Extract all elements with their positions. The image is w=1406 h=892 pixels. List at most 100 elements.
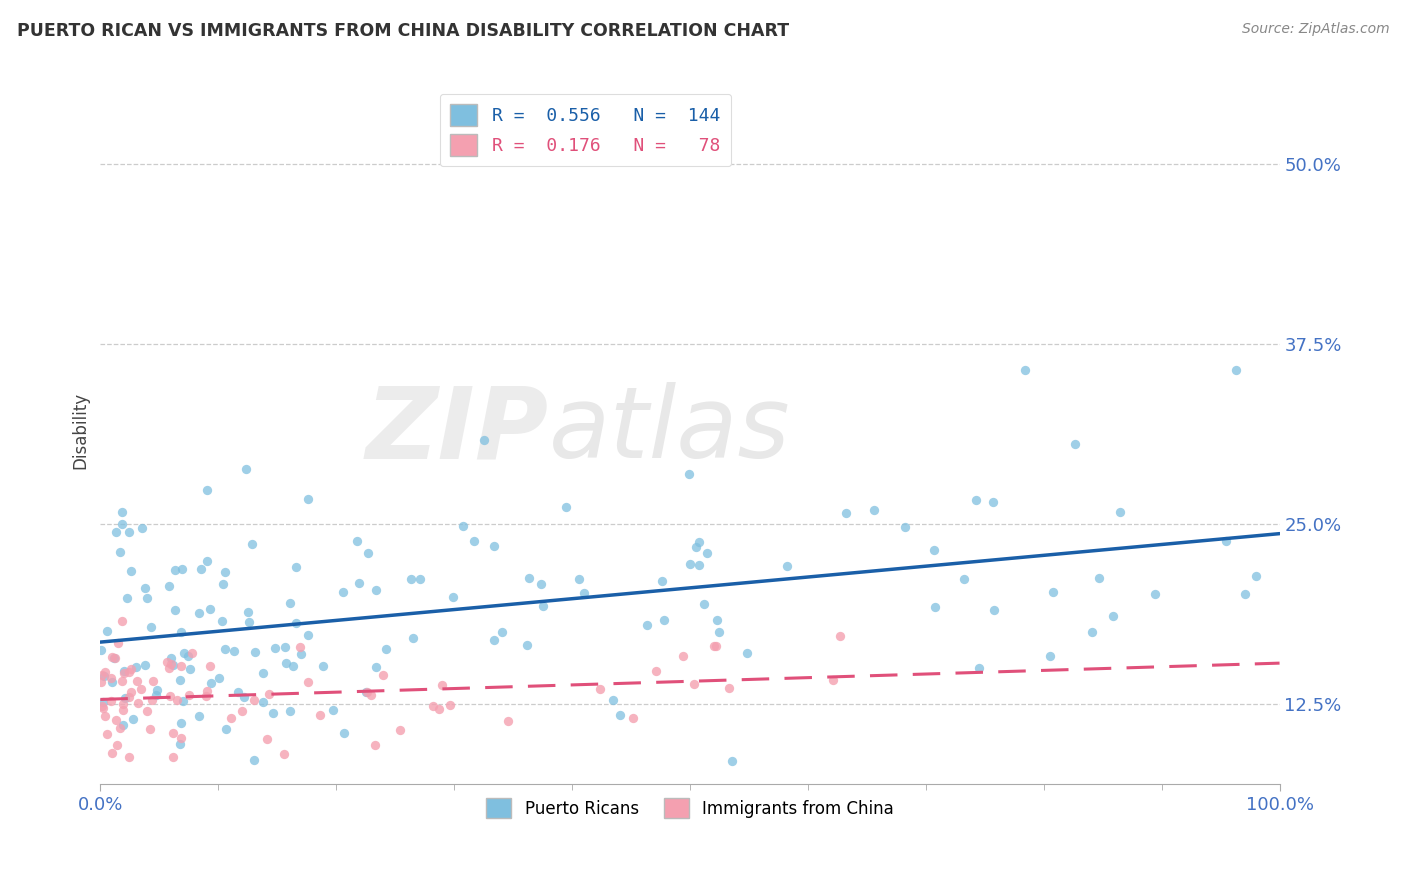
- Point: [127, 696, 149, 710]
- Point: [1215, 534, 1237, 549]
- Point: [374, 641, 396, 656]
- Point: [706, 613, 728, 627]
- Point: [1244, 569, 1267, 583]
- Point: [120, 565, 142, 579]
- Point: [222, 644, 245, 658]
- Point: [162, 725, 184, 739]
- Point: [101, 746, 124, 760]
- Point: [530, 576, 553, 591]
- Point: [90, 643, 112, 657]
- Point: [118, 749, 141, 764]
- Point: [322, 702, 344, 716]
- Point: [312, 659, 335, 673]
- Point: [118, 665, 141, 679]
- Point: [402, 631, 425, 645]
- Point: [354, 685, 377, 699]
- Point: [721, 754, 744, 768]
- Legend: Puerto Ricans, Immigrants from China: Puerto Ricans, Immigrants from China: [479, 791, 900, 825]
- Point: [257, 687, 280, 701]
- Point: [645, 664, 668, 678]
- Point: [177, 649, 200, 664]
- Point: [679, 557, 702, 571]
- Point: [118, 690, 141, 705]
- Point: [94, 708, 117, 723]
- Point: [297, 675, 319, 690]
- Point: [141, 620, 163, 634]
- Point: [965, 493, 987, 508]
- Point: [983, 602, 1005, 616]
- Point: [309, 708, 332, 723]
- Point: [371, 668, 394, 682]
- Point: [215, 722, 238, 736]
- Point: [285, 560, 308, 574]
- Point: [496, 714, 519, 728]
- Text: PUERTO RICAN VS IMMIGRANTS FROM CHINA DISABILITY CORRELATION CHART: PUERTO RICAN VS IMMIGRANTS FROM CHINA DI…: [17, 22, 789, 40]
- Point: [737, 646, 759, 660]
- Point: [90, 674, 112, 689]
- Point: [231, 704, 253, 718]
- Point: [482, 539, 505, 553]
- Point: [112, 664, 135, 678]
- Point: [160, 657, 183, 671]
- Point: [104, 713, 127, 727]
- Point: [441, 591, 464, 605]
- Point: [108, 721, 131, 735]
- Point: [568, 572, 591, 586]
- Point: [160, 650, 183, 665]
- Point: [672, 649, 695, 664]
- Point: [621, 711, 644, 725]
- Point: [688, 558, 710, 572]
- Point: [135, 591, 157, 605]
- Point: [136, 704, 159, 718]
- Point: [112, 697, 135, 711]
- Point: [188, 607, 211, 621]
- Point: [181, 646, 204, 660]
- Point: [111, 674, 134, 689]
- Point: [211, 614, 233, 628]
- Point: [120, 685, 142, 699]
- Text: atlas: atlas: [548, 382, 790, 479]
- Point: [366, 660, 388, 674]
- Point: [654, 613, 676, 627]
- Point: [94, 665, 117, 679]
- Point: [332, 585, 354, 599]
- Point: [179, 662, 201, 676]
- Point: [131, 521, 153, 535]
- Point: [141, 693, 163, 707]
- Point: [981, 495, 1004, 509]
- Point: [235, 462, 257, 476]
- Point: [484, 632, 506, 647]
- Point: [280, 596, 302, 610]
- Point: [517, 571, 540, 585]
- Point: [101, 650, 124, 665]
- Point: [776, 559, 799, 574]
- Point: [145, 689, 167, 703]
- Point: [200, 676, 222, 690]
- Point: [243, 753, 266, 767]
- Point: [100, 671, 122, 685]
- Point: [195, 483, 218, 497]
- Point: [704, 639, 727, 653]
- Point: [1039, 649, 1062, 664]
- Point: [364, 583, 387, 598]
- Point: [118, 525, 141, 540]
- Text: Source: ZipAtlas.com: Source: ZipAtlas.com: [1241, 22, 1389, 37]
- Point: [91, 668, 114, 682]
- Point: [107, 636, 129, 650]
- Point: [263, 640, 285, 655]
- Point: [422, 698, 444, 713]
- Point: [122, 712, 145, 726]
- Point: [105, 524, 128, 539]
- Point: [100, 693, 122, 707]
- Point: [274, 640, 297, 654]
- Point: [105, 738, 128, 752]
- Point: [432, 677, 454, 691]
- Point: [101, 674, 124, 689]
- Point: [91, 695, 114, 709]
- Point: [157, 660, 180, 674]
- Point: [554, 500, 576, 514]
- Point: [134, 658, 156, 673]
- Point: [195, 684, 218, 698]
- Point: [163, 563, 186, 577]
- Point: [169, 737, 191, 751]
